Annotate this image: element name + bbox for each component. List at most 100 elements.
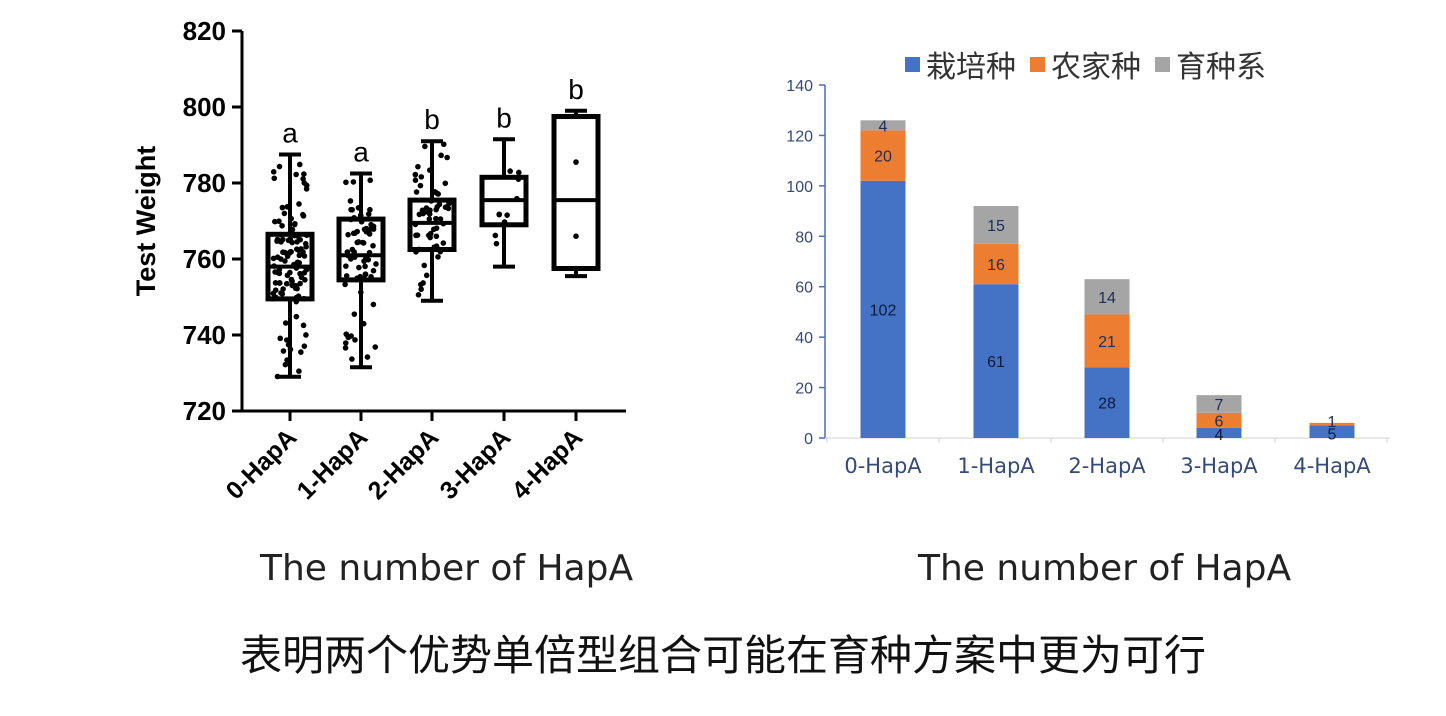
data-point [362,263,368,270]
data-point [302,264,309,271]
bar-y-tick-label: 60 [795,280,813,297]
data-point [426,211,433,217]
data-point [426,167,433,173]
data-point [294,246,300,252]
data-point [297,270,303,277]
data-point [287,269,293,276]
data-point [293,294,300,301]
data-point [289,226,296,233]
data-point [418,174,425,180]
bar-y-tick-label: 20 [795,381,813,398]
y-tick-label: 760 [183,244,226,274]
legend-label-cultivar: 栽培种 [926,50,1016,85]
data-point [415,292,422,298]
data-point [297,280,303,287]
data-point [293,313,300,320]
data-point [430,226,437,233]
bar-x-axis-title: The number of HapA [918,548,1292,589]
y-tick-label: 820 [183,16,226,46]
data-point [435,191,441,197]
data-point [367,206,373,213]
data-point [358,218,365,225]
bar-data-label: 102 [870,302,897,319]
data-point [360,320,367,327]
y-tick-label: 740 [183,320,226,350]
data-point [412,171,419,178]
data-point [416,246,422,253]
bar-data-label: 14 [1098,290,1116,307]
legend-swatch-breeding-line [1155,56,1170,72]
data-point [276,270,283,277]
bar-segment-栽培种 [973,284,1019,438]
data-point [507,168,513,174]
data-point [437,248,444,255]
data-point [504,212,510,218]
data-point [446,200,452,207]
data-point [367,177,374,184]
data-point [283,280,290,287]
bar-segment-栽培种 [860,180,906,439]
data-point [350,179,357,185]
data-point [413,189,420,195]
data-point [501,219,508,225]
data-point [277,335,284,342]
data-point [433,215,439,222]
data-point [274,236,281,243]
data-point [270,255,277,262]
bar-data-label: 1 [1328,414,1337,431]
bar-data-label: 6 [1215,413,1224,430]
bar-data-label: 20 [874,149,892,166]
data-point [278,290,284,296]
data-point [423,205,430,211]
significance-letter: a [282,118,298,149]
y-tick-label: 800 [183,92,226,122]
data-point [272,269,278,275]
data-point [436,201,443,208]
data-point [440,220,447,227]
data-point [292,220,298,227]
bar-y-tick-label: 0 [804,431,813,448]
data-point [287,346,294,353]
legend-label-landrace: 农家种 [1051,50,1141,85]
data-point [352,337,358,343]
data-point [366,249,373,256]
data-point [297,236,304,243]
stacked-bar-chart: 0204060801001201401022040-HapA6116151-Ha… [786,78,1390,478]
data-point [370,301,377,308]
data-point [272,294,279,301]
data-point [296,368,302,374]
data-point [294,259,301,266]
data-point [363,225,370,232]
data-point [301,343,308,349]
data-point [298,349,304,355]
bar-y-tick-label: 140 [786,78,813,95]
bar-segment-农家种 [860,130,906,181]
data-point [302,240,309,247]
data-point [349,356,355,362]
bar-y-tick-label: 120 [786,128,813,145]
bar-segment-栽培种 [1084,367,1130,438]
data-point [342,281,348,288]
bar-data-label: 28 [1098,396,1116,413]
data-point [284,203,291,210]
data-point [343,263,349,269]
bar-y-tick-label: 80 [795,229,813,246]
bar-data-label: 5 [1328,427,1337,444]
data-point [433,206,439,213]
legend-label-breeding-line: 育种系 [1176,50,1266,85]
legend-swatch-landrace [1030,56,1045,72]
data-point [364,354,371,360]
data-point [366,231,373,237]
legend-item-breeding-line: 育种系 [1155,42,1266,86]
data-point [303,332,309,338]
data-point [358,289,364,296]
data-point [428,198,435,204]
box-1-HapA [336,171,386,370]
data-point [298,246,304,252]
significance-letter: b [424,104,440,135]
data-point [342,340,349,346]
data-point [422,143,428,150]
data-point [573,233,579,239]
data-point [368,274,374,280]
